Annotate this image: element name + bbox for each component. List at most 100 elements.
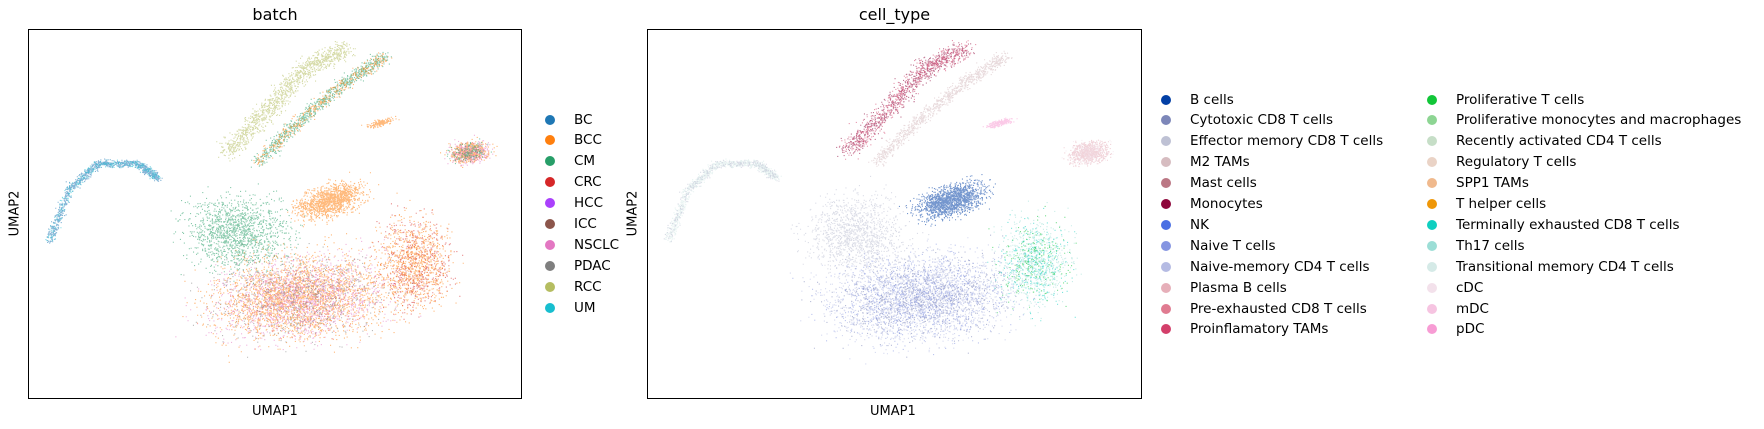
scatter-points [46, 158, 163, 244]
legend-marker [1427, 157, 1437, 168]
legend-label: NSCLC [574, 236, 620, 253]
legend-marker [1161, 94, 1171, 105]
legend-label: CRC [574, 174, 602, 191]
scatter-points [839, 40, 977, 160]
cluster-w2-m2 [868, 50, 1013, 167]
legend-marker [1427, 240, 1437, 251]
legend-item-bc: BC [545, 109, 592, 130]
plot-title-batch: batch [252, 5, 298, 24]
cluster-s-pdc [982, 117, 1018, 129]
legend-item-bcc: BCC [545, 130, 602, 151]
cluster-tail-eff [663, 159, 780, 243]
cluster-r-plasma [1063, 139, 1112, 168]
scatter-points [790, 175, 930, 289]
umap-scatter-batch [45, 41, 498, 363]
cluster-bcc-b3 [363, 192, 464, 324]
legend-marker [1161, 199, 1171, 209]
scatter-points [982, 117, 1018, 129]
legend-marker [1427, 261, 1437, 272]
scatter-points [363, 192, 464, 324]
legend-item-spp1-tams: SPP1 TAMs [1427, 173, 1529, 194]
legend-item-nsclc: NSCLC [545, 234, 619, 255]
legend-item-nk: NK [1161, 214, 1209, 235]
scatter-points [801, 234, 1028, 358]
legend-item-hcc: HCC [545, 193, 603, 214]
legend-item-icc: ICC [545, 214, 597, 235]
scatter-points [663, 159, 780, 243]
legend-marker [1427, 282, 1437, 293]
legend-label: Monocytes [1190, 196, 1263, 212]
scatter-points [446, 138, 492, 165]
scatter-points [250, 51, 392, 168]
cluster-bcc-s [361, 115, 400, 129]
legend-label: UM [574, 299, 596, 316]
cluster-b3-th17 [990, 200, 1082, 327]
x-axis-label-batch: UMAP1 [252, 404, 298, 419]
legend-label: Naive-memory CD4 T cells [1190, 258, 1370, 275]
legend-item-mdc: mDC [1427, 298, 1489, 319]
scatter-points [1061, 139, 1114, 166]
legend-marker [1427, 94, 1437, 105]
legend-marker [1427, 303, 1437, 314]
legend-marker [1427, 115, 1437, 126]
legend-label: Proinflamatory TAMs [1190, 321, 1329, 338]
legend-label: Plasma B cells [1190, 279, 1287, 296]
legend-item-transitional-memory-cd4-t-cells: Transitional memory CD4 T cells [1427, 256, 1674, 277]
legend-label: PDAC [574, 257, 611, 274]
legend-label: BC [574, 111, 593, 128]
scatter-points [1063, 139, 1112, 168]
legend-item-proliferative-t-cells: Proliferative T cells [1427, 89, 1584, 110]
legend-batch: BC BCC CM CRC HCC ICC NSCLC PDAC RCC UM [545, 109, 635, 321]
legend-marker [1161, 219, 1171, 230]
x-axis-label-cell-type: UMAP1 [870, 404, 916, 419]
legend-item-proliferative-monocytes-and-macrophages: Proliferative monocytes and macrophages [1427, 110, 1741, 131]
umap-scatter-cell-type [663, 40, 1114, 365]
legend-label: SPP1 TAMs [1456, 175, 1529, 192]
legend-item-b-cells: B cells [1161, 89, 1234, 110]
legend-label: RCC [574, 278, 602, 295]
y-axis-label-batch: UMAP2 [7, 190, 23, 237]
legend-marker [1427, 199, 1437, 209]
legend-label: Th17 cells [1456, 237, 1525, 254]
legend-label: Recently activated CD4 T cells [1456, 133, 1662, 150]
legend-marker [545, 198, 555, 209]
cluster-um-tail [45, 159, 161, 242]
legend-item-t-helper-cells: T helper cells [1427, 194, 1546, 215]
legend-item-effector-memory-cd8-t-cells: Effector memory CD8 T cells [1161, 131, 1383, 152]
legend-marker [1427, 136, 1437, 147]
legend-item-crc: CRC [545, 172, 602, 193]
cluster-w1-proinf [839, 40, 977, 160]
legend-item-mast-cells: Mast cells [1161, 173, 1257, 194]
legend-marker [545, 135, 555, 146]
legend-marker [1161, 240, 1171, 251]
legend-marker [1161, 261, 1171, 272]
legend-item-plasma-b-cells: Plasma B cells [1161, 277, 1287, 298]
legend-label: B cells [1190, 91, 1234, 108]
plot-title-cell-type: cell_type [858, 5, 931, 24]
plot-area-cell-type [647, 29, 1142, 399]
legend-marker [545, 177, 555, 188]
legend-marker [545, 114, 555, 125]
legend-item-th17-cells: Th17 cells [1427, 235, 1525, 256]
legend-label: pDC [1456, 321, 1485, 338]
scatter-points [898, 174, 996, 227]
legend-label: NK [1190, 216, 1209, 233]
scatter-points [253, 52, 393, 166]
scatter-points [990, 200, 1082, 327]
legend-label: M2 TAMs [1190, 154, 1250, 171]
legend-item-pdc: pDC [1427, 319, 1484, 340]
scatter-points [170, 183, 306, 286]
legend-marker [545, 239, 555, 250]
scatter-points [287, 171, 380, 228]
scatter-points [868, 50, 1013, 167]
cluster-r-cdc [1061, 139, 1114, 166]
legend-label: CM [574, 153, 596, 170]
cluster-bcc-m [287, 171, 380, 228]
scatter-points [45, 159, 161, 242]
cluster-bcc-body [182, 233, 432, 363]
legend-label: cDC [1456, 279, 1484, 296]
legend-label: mDC [1456, 300, 1489, 317]
legend-item-pre-exhausted-cd8-t-cells: Pre-exhausted CD8 T cells [1161, 298, 1367, 319]
cluster-rcc-w1 [216, 41, 356, 162]
legend-label: Transitional memory CD4 T cells [1456, 258, 1674, 275]
